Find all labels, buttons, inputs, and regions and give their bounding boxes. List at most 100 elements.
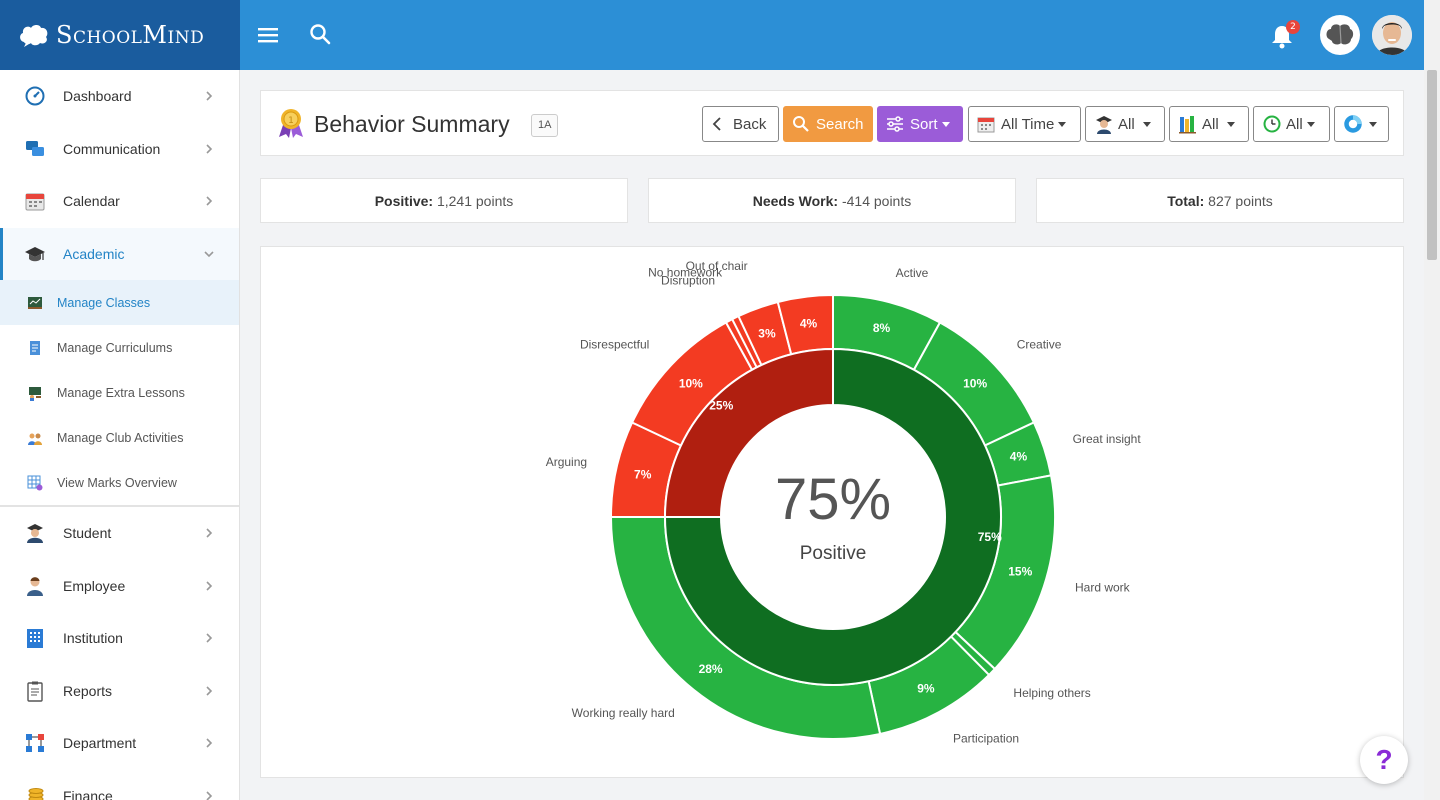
outer-slice-value-label: 4%: [1010, 450, 1028, 464]
time-filter-dropdown[interactable]: All Time: [968, 106, 1081, 142]
behavior-chart-card: 8% Active 10% Creative 4% Great insight 15% Har…: [260, 246, 1404, 778]
outer-slice-value-label: 7%: [634, 467, 652, 481]
chevron-right-icon: [206, 581, 213, 591]
inner-slice-value-label: 75%: [978, 530, 1002, 544]
sidebar-subitem-label: View Marks Overview: [57, 475, 177, 490]
coins-icon: [28, 787, 44, 800]
needs-work-label: Needs Work:: [752, 193, 839, 209]
brain-avatar-icon: [1326, 24, 1354, 45]
sidebar-item-employee[interactable]: Employee: [0, 560, 239, 613]
sidebar-subitem-view-marks-overview[interactable]: View Marks Overview: [0, 460, 239, 505]
sidebar-item-label: Finance: [63, 787, 113, 800]
sidebar-subitem-manage-club-activities[interactable]: Manage Club Activities: [0, 415, 239, 460]
needs-work-value: -414 points: [841, 193, 912, 209]
brain-logo-icon: [20, 25, 48, 47]
chevron-right-icon: [206, 144, 213, 154]
sidebar-item-academic[interactable]: Academic: [0, 227, 239, 280]
outer-slice-category-label: Out of chair: [686, 259, 748, 273]
scrollbar-thumb[interactable]: [1427, 70, 1437, 260]
sidebar-item-communication[interactable]: Communication: [0, 123, 239, 176]
positive-label: Positive:: [374, 193, 434, 209]
caret-down-icon: [941, 121, 950, 127]
brand[interactable]: SchoolMind: [0, 0, 240, 70]
search-label: Search: [816, 115, 864, 133]
sidebar-item-institution[interactable]: Institution: [0, 612, 239, 665]
chevron-right-icon: [206, 528, 213, 538]
total-label: Total:: [1167, 193, 1205, 209]
search-button[interactable]: Search: [783, 106, 873, 142]
sidebar-item-calendar[interactable]: Calendar: [0, 175, 239, 228]
sidebar-item-label: Institution: [63, 630, 123, 647]
academic-submenu: Manage Classes Manage Curriculums Manage…: [0, 280, 239, 507]
center-percentage: 75%: [775, 467, 891, 532]
outer-slice-category-label: Disrespectful: [580, 337, 649, 351]
sidebar-item-label: Student: [63, 525, 112, 542]
sidebar-subitem-label: Manage Curriculums: [57, 340, 173, 355]
scrollbar[interactable]: [1424, 0, 1440, 800]
brand-name: SchoolMind: [56, 21, 205, 49]
teacher-filter-dropdown[interactable]: All: [1085, 106, 1165, 142]
hamburger-menu-icon[interactable]: [256, 22, 282, 48]
clock-icon: [1263, 115, 1281, 133]
subject-filter-dropdown[interactable]: All: [1169, 106, 1249, 142]
sidebar-item-label: Academic: [63, 245, 125, 262]
sidebar-item-student[interactable]: Student: [0, 507, 239, 560]
sidebar-item-label: Employee: [63, 577, 126, 594]
group-icon: [28, 433, 42, 445]
sidebar-item-label: Department: [63, 735, 137, 752]
dashboard-icon: [25, 86, 45, 106]
graduation-cap-icon: [25, 246, 45, 261]
sidebar-item-department[interactable]: Department: [0, 717, 239, 770]
sidebar-item-dashboard[interactable]: Dashboard: [0, 70, 239, 123]
clipboard-icon: [27, 681, 43, 702]
search-icon: [793, 116, 809, 132]
back-button[interactable]: Back: [702, 106, 779, 142]
medal-icon: 1: [279, 109, 303, 138]
sidebar-item-label: Dashboard: [63, 88, 132, 105]
outer-slice-value-label: 10%: [679, 377, 703, 391]
sidebar-subitem-label: Manage Classes: [57, 295, 151, 310]
sidebar-item-finance[interactable]: Finance: [0, 770, 239, 800]
sidebar-item-label: Calendar: [63, 193, 120, 210]
chalkboard-icon: [28, 296, 42, 309]
sidebar-subitem-manage-classes[interactable]: Manage Classes: [0, 280, 239, 325]
caret-down-icon: [1142, 121, 1151, 127]
outer-slice-category-label: Active: [896, 266, 929, 280]
page-title: Behavior Summary: [314, 111, 510, 137]
search-icon[interactable]: [308, 22, 334, 48]
total-value: 827 points: [1208, 193, 1273, 209]
table-icon: [27, 475, 43, 490]
subject-filter-label: All: [1202, 115, 1219, 133]
sidebar-subitem-manage-extra-lessons[interactable]: Manage Extra Lessons: [0, 370, 239, 415]
outer-slice-value-label: 8%: [873, 321, 891, 335]
teacher-filter-label: All: [1118, 115, 1135, 133]
chevron-right-icon: [206, 686, 213, 696]
needs-work-points-card: Needs Work: -414 points: [648, 178, 1016, 223]
document-icon: [30, 340, 40, 355]
outer-slice-category-label: Great insight: [1073, 432, 1142, 446]
user-avatar[interactable]: [1372, 15, 1412, 55]
calendar-icon: [25, 193, 45, 211]
outer-slice-value-label: 9%: [917, 681, 935, 695]
chevron-left-icon: [712, 117, 721, 131]
svg-text:1: 1: [288, 116, 294, 126]
outer-slice-category-label: Participation: [953, 732, 1019, 746]
sort-button[interactable]: Sort: [877, 106, 963, 142]
period-filter-label: All: [1286, 115, 1303, 133]
caret-down-icon: [1226, 121, 1235, 127]
behavior-donut-chart: 8% Active 10% Creative 4% Great insight 15% Har…: [546, 259, 1142, 746]
positive-value: 1,241 points: [436, 193, 514, 209]
sidebar-item-reports[interactable]: Reports: [0, 665, 239, 718]
inner-slice: [663, 347, 1002, 686]
chevron-right-icon: [206, 738, 213, 748]
chart-type-dropdown[interactable]: [1334, 106, 1389, 142]
period-filter-dropdown[interactable]: All: [1253, 106, 1330, 142]
sidebar-subitem-manage-curriculums[interactable]: Manage Curriculums: [0, 325, 239, 370]
calendar-icon: [977, 117, 995, 133]
caret-down-icon: [1306, 121, 1315, 127]
sidebar-subitem-label: Manage Club Activities: [57, 430, 184, 445]
help-button[interactable]: ?: [1360, 736, 1408, 784]
employee-icon: [27, 577, 43, 596]
sidebar-item-label: Communication: [63, 140, 161, 157]
school-avatar[interactable]: [1320, 15, 1360, 55]
